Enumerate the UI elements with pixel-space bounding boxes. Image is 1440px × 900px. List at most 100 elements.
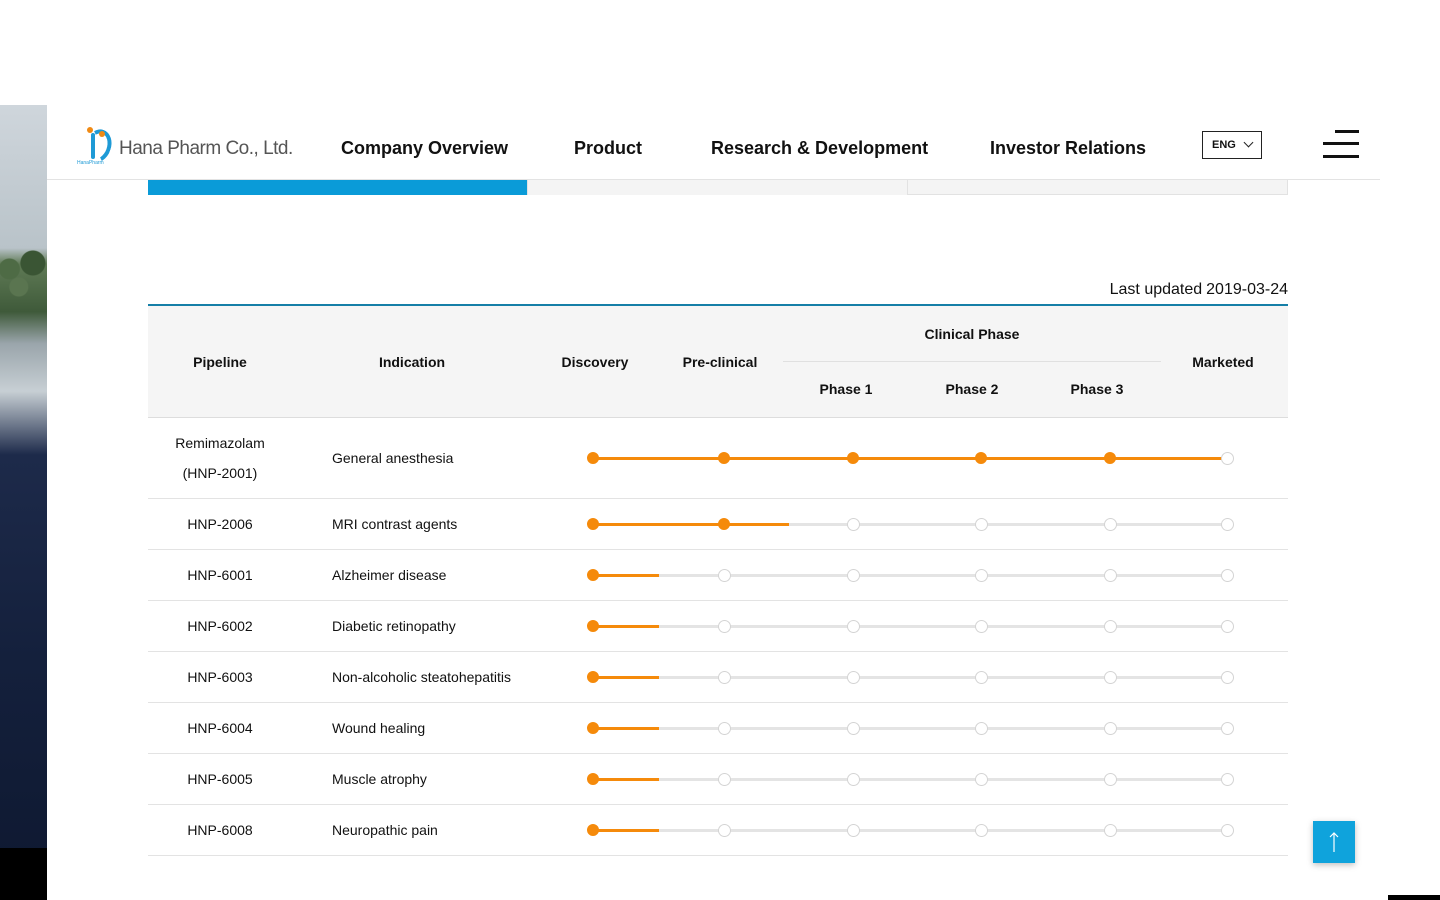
sub-tab[interactable] (908, 180, 1288, 195)
stage-node-pending (975, 569, 988, 582)
stage-node-pending (847, 518, 860, 531)
stage-node-complete (587, 518, 599, 530)
indication-cell: General anesthesia (332, 450, 454, 466)
progress-fill (593, 523, 789, 526)
progress-track (593, 778, 1227, 781)
pipeline-cell: HNP-6008 (148, 815, 292, 845)
table-row: HNP-6005 Muscle atrophy (148, 754, 1288, 805)
table-body: Remimazolam (HNP-2001) General anesthesia H… (148, 418, 1288, 856)
stage-node-pending (975, 773, 988, 786)
progress-track (593, 523, 1227, 526)
stage-node-pending (1104, 773, 1117, 786)
arrow-up-icon (1329, 832, 1339, 852)
stage-node-pending (1104, 569, 1117, 582)
header-preclinical: Pre-clinical (682, 354, 758, 370)
nav-product[interactable]: Product (574, 138, 643, 158)
header-pipeline: Pipeline (193, 354, 247, 370)
indication-cell: Alzheimer disease (332, 567, 447, 583)
stage-node-pending (1221, 671, 1234, 684)
last-updated-date: 2019-03-24 (1206, 281, 1288, 298)
stage-node-pending (975, 722, 988, 735)
stage-node-complete (847, 452, 859, 464)
indication-cell: Neuropathic pain (332, 822, 438, 838)
hamburger-menu-button[interactable] (1323, 130, 1359, 160)
header-phase1: Phase 1 (819, 381, 873, 397)
stage-node-complete (587, 620, 599, 632)
chevron-down-icon (1243, 137, 1254, 148)
stage-node-complete (718, 518, 730, 530)
site-header: HanaPharm Hana Pharm Co., Ltd. Company O… (47, 105, 1380, 180)
progress-track (593, 574, 1227, 577)
stage-node-pending (1221, 518, 1234, 531)
stage-node-pending (847, 824, 860, 837)
stage-node-complete (587, 452, 599, 464)
progress-track (593, 727, 1227, 730)
pipeline-name: HNP-6008 (187, 822, 253, 838)
stage-node-complete (587, 824, 599, 836)
tree-shore (0, 245, 47, 305)
header-phase2: Phase 2 (945, 381, 999, 397)
stage-node-pending (1104, 824, 1117, 837)
language-select[interactable]: ENG (1202, 131, 1262, 159)
progress-track (593, 829, 1227, 832)
table-row: HNP-6008 Neuropathic pain (148, 805, 1288, 856)
stage-node-complete (587, 569, 599, 581)
menu-icon-line (1335, 130, 1359, 133)
scroll-top-button[interactable] (1313, 821, 1355, 863)
stage-node-pending (718, 722, 731, 735)
pipeline-cell: HNP-6003 (148, 662, 292, 692)
nav-investor-relations[interactable]: Investor Relations (990, 138, 1147, 158)
table-header: Pipeline Indication Discovery Pre-clinic… (148, 304, 1288, 418)
stage-node-complete (718, 452, 730, 464)
progress-fill (593, 778, 659, 781)
stage-node-pending (975, 620, 988, 633)
pipeline-name: HNP-6004 (187, 720, 253, 736)
stage-node-pending (847, 620, 860, 633)
sub-tabs (148, 180, 1288, 195)
header-indication: Indication (378, 354, 446, 370)
pipeline-cell: HNP-6004 (148, 713, 292, 743)
stage-node-pending (1221, 773, 1234, 786)
stage-node-pending (847, 722, 860, 735)
stage-node-pending (718, 671, 731, 684)
background-photo-strip (0, 105, 47, 900)
pipeline-cell: HNP-6005 (148, 764, 292, 794)
progress-fill (593, 457, 1227, 460)
pipeline-cell: Remimazolam (HNP-2001) (148, 428, 292, 488)
stage-node-complete (587, 722, 599, 734)
stage-node-pending (1221, 722, 1234, 735)
sub-tab[interactable] (528, 180, 908, 195)
indication-cell: Diabetic retinopathy (332, 618, 456, 634)
pipeline-name: HNP-6003 (187, 669, 253, 685)
last-updated-label: Last updated (1109, 281, 1203, 298)
progress-track (593, 676, 1227, 679)
pipeline-table: Pipeline Indication Discovery Pre-clinic… (148, 304, 1288, 856)
pipeline-name: HNP-2006 (187, 516, 253, 532)
sub-tab-active[interactable] (148, 180, 528, 195)
pipeline-cell: HNP-6002 (148, 611, 292, 641)
stage-node-pending (1104, 518, 1117, 531)
header-divider (783, 361, 1161, 362)
pipeline-cell: HNP-2006 (148, 509, 292, 539)
indication-cell: MRI contrast agents (332, 516, 458, 532)
pipeline-name: HNP-6001 (187, 567, 253, 583)
table-row: HNP-6003 Non-alcoholic steatohepatitis (148, 652, 1288, 703)
nav-company-overview[interactable]: Company Overview (341, 138, 509, 158)
nav-research-development[interactable]: Research & Development (711, 138, 929, 158)
stage-node-pending (718, 824, 731, 837)
stage-node-pending (847, 671, 860, 684)
stage-node-pending (1104, 620, 1117, 633)
stage-node-pending (718, 620, 731, 633)
pipeline-name: HNP-6002 (187, 618, 253, 634)
stage-node-pending (1221, 620, 1234, 633)
stage-node-pending (847, 773, 860, 786)
logo[interactable]: HanaPharm Hana Pharm Co., Ltd. (77, 125, 293, 169)
stage-node-complete (1104, 452, 1116, 464)
stage-node-pending (1221, 569, 1234, 582)
progress-fill (593, 625, 659, 628)
menu-icon-line (1323, 142, 1359, 145)
indication-cell: Non-alcoholic steatohepatitis (332, 669, 511, 685)
menu-icon-line (1323, 155, 1359, 158)
table-row: Remimazolam (HNP-2001) General anesthesia (148, 418, 1288, 499)
table-row: HNP-6004 Wound healing (148, 703, 1288, 754)
